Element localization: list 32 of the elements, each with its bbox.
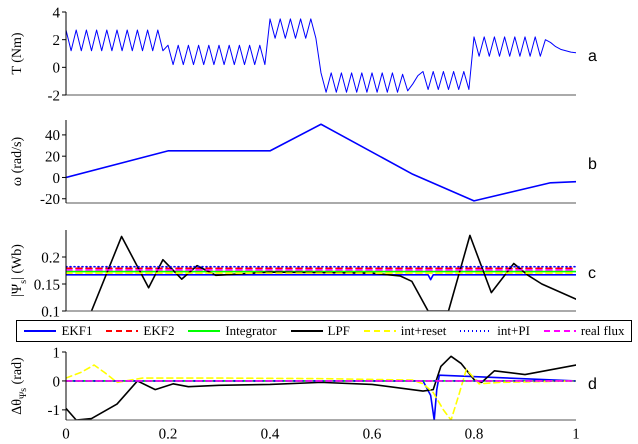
y-tick-label: -2 xyxy=(48,88,60,104)
x-tick-label: 0.2 xyxy=(158,426,178,443)
y-tick-label: 20 xyxy=(45,150,60,166)
legend-label: Integrator xyxy=(225,323,277,339)
text: a xyxy=(588,48,597,66)
legend-label: EKF1 xyxy=(61,323,92,339)
y-axis-title: ω (rad/s) xyxy=(10,136,26,186)
x-tick-label: 0.6 xyxy=(362,426,382,443)
text: d xyxy=(588,376,597,394)
y-tick-label: 0 xyxy=(52,60,60,77)
y-axis-title: T (Nm) xyxy=(10,32,26,75)
legend-label: real flux xyxy=(580,323,624,339)
x-tick-label: 0.8 xyxy=(464,426,484,443)
y-tick-label: -20 xyxy=(40,192,60,208)
y-tick-label: 40 xyxy=(45,128,60,144)
text: c xyxy=(588,264,596,282)
y-tick-label: -1 xyxy=(48,403,60,420)
text: b xyxy=(588,156,597,174)
y-tick-label: 0.2 xyxy=(41,250,60,266)
legend-label: EKF2 xyxy=(143,323,174,339)
x-tick-label: 0.4 xyxy=(260,426,280,443)
y-tick-label: 0.15 xyxy=(34,277,60,294)
y-tick-label: 2 xyxy=(52,32,60,49)
y-tick-label: 0 xyxy=(52,170,60,187)
y-tick-label: 1 xyxy=(52,345,60,362)
legend-label: LPF xyxy=(328,323,350,339)
y-tick-label: 0 xyxy=(52,374,60,390)
y-tick-label: 0.1 xyxy=(41,304,60,320)
y-tick-label: 4 xyxy=(52,5,60,22)
legend-label: int+reset xyxy=(400,323,446,339)
x-tick-label: 1 xyxy=(572,426,580,443)
legend-label: int+PI xyxy=(497,323,530,339)
